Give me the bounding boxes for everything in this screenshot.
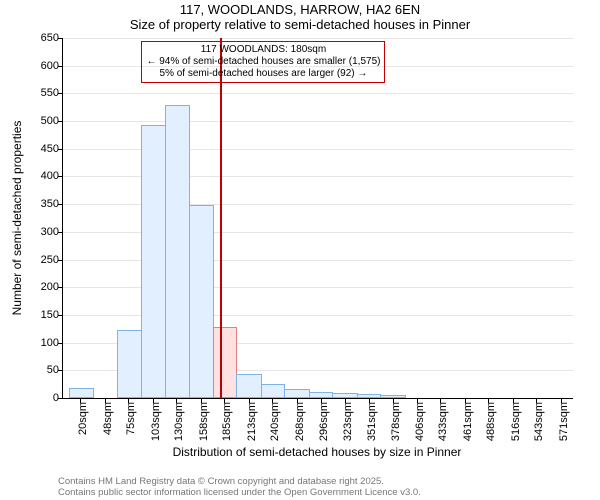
gridline	[63, 260, 573, 261]
gridline	[63, 287, 573, 288]
histogram-bar	[236, 374, 261, 398]
x-tick-label: 75sqm	[125, 402, 137, 435]
x-tick-label: 20sqm	[77, 402, 89, 435]
x-tick-label: 323sqm	[342, 402, 354, 441]
gridline	[63, 204, 573, 205]
y-axis-label: Number of semi-detached properties	[10, 121, 24, 316]
y-tick-label: 500	[41, 115, 59, 127]
y-tick-label: 300	[41, 226, 59, 238]
credit-line-2: Contains public sector information licen…	[58, 487, 421, 498]
x-tick-label: 433sqm	[437, 402, 449, 441]
page-title-2: Size of property relative to semi-detach…	[0, 17, 600, 32]
x-tick-label: 543sqm	[533, 402, 545, 441]
x-tick-label: 48sqm	[102, 402, 114, 435]
reference-line	[220, 38, 222, 398]
x-tick-label: 158sqm	[198, 402, 210, 441]
y-tick-label: 600	[41, 60, 59, 72]
histogram-bar	[117, 330, 142, 398]
gridline	[63, 149, 573, 150]
gridline	[63, 38, 573, 39]
y-tick-label: 650	[41, 32, 59, 44]
x-tick-label: 185sqm	[221, 402, 233, 441]
gridline	[63, 315, 573, 316]
gridline	[63, 232, 573, 233]
gridline	[63, 121, 573, 122]
x-tick-label: 130sqm	[173, 402, 185, 441]
histogram-bar-highlight	[213, 327, 238, 398]
x-tick-label: 378sqm	[390, 402, 402, 441]
gridline	[63, 176, 573, 177]
gridline	[63, 93, 573, 94]
y-tick-label: 350	[41, 198, 59, 210]
x-axis-label: Distribution of semi-detached houses by …	[62, 445, 572, 459]
histogram-bar	[284, 389, 309, 398]
y-tick-label: 0	[53, 392, 59, 404]
x-tick-label: 351sqm	[366, 402, 378, 441]
y-tick-label: 550	[41, 87, 59, 99]
credit-line-1: Contains HM Land Registry data © Crown c…	[58, 476, 421, 487]
x-tick-label: 571sqm	[558, 402, 570, 441]
histogram-bar	[69, 388, 94, 398]
x-tick-label: 268sqm	[294, 402, 306, 441]
y-tick-label: 200	[41, 281, 59, 293]
histogram-bar	[165, 105, 190, 398]
y-tick-label: 250	[41, 254, 59, 266]
y-tick-label: 450	[41, 143, 59, 155]
x-tick-label: 488sqm	[485, 402, 497, 441]
annotation-line: 5% of semi-detached houses are larger (9…	[146, 68, 380, 80]
annotation-line: ← 94% of semi-detached houses are smalle…	[146, 56, 380, 68]
x-tick-label: 461sqm	[462, 402, 474, 441]
y-tick-label: 400	[41, 170, 59, 182]
y-tick-label: 50	[47, 364, 59, 376]
chart-plot-area: 0501001502002503003504004505005506006502…	[62, 38, 573, 399]
annotation-line: 117 WOODLANDS: 180sqm	[146, 44, 380, 56]
annotation-box: 117 WOODLANDS: 180sqm← 94% of semi-detac…	[141, 41, 385, 83]
x-tick-label: 296sqm	[318, 402, 330, 441]
page-title-1: 117, WOODLANDS, HARROW, HA2 6EN	[0, 2, 600, 17]
histogram-bar	[261, 384, 286, 398]
credits: Contains HM Land Registry data © Crown c…	[58, 476, 421, 498]
histogram-bar	[141, 125, 166, 398]
x-tick-label: 516sqm	[510, 402, 522, 441]
y-tick-label: 150	[41, 309, 59, 321]
x-tick-label: 240sqm	[269, 402, 281, 441]
x-tick-label: 213sqm	[246, 402, 258, 441]
y-tick-label: 100	[41, 337, 59, 349]
histogram-bar	[189, 205, 214, 398]
x-tick-label: 406sqm	[414, 402, 426, 441]
x-tick-label: 103sqm	[150, 402, 162, 441]
